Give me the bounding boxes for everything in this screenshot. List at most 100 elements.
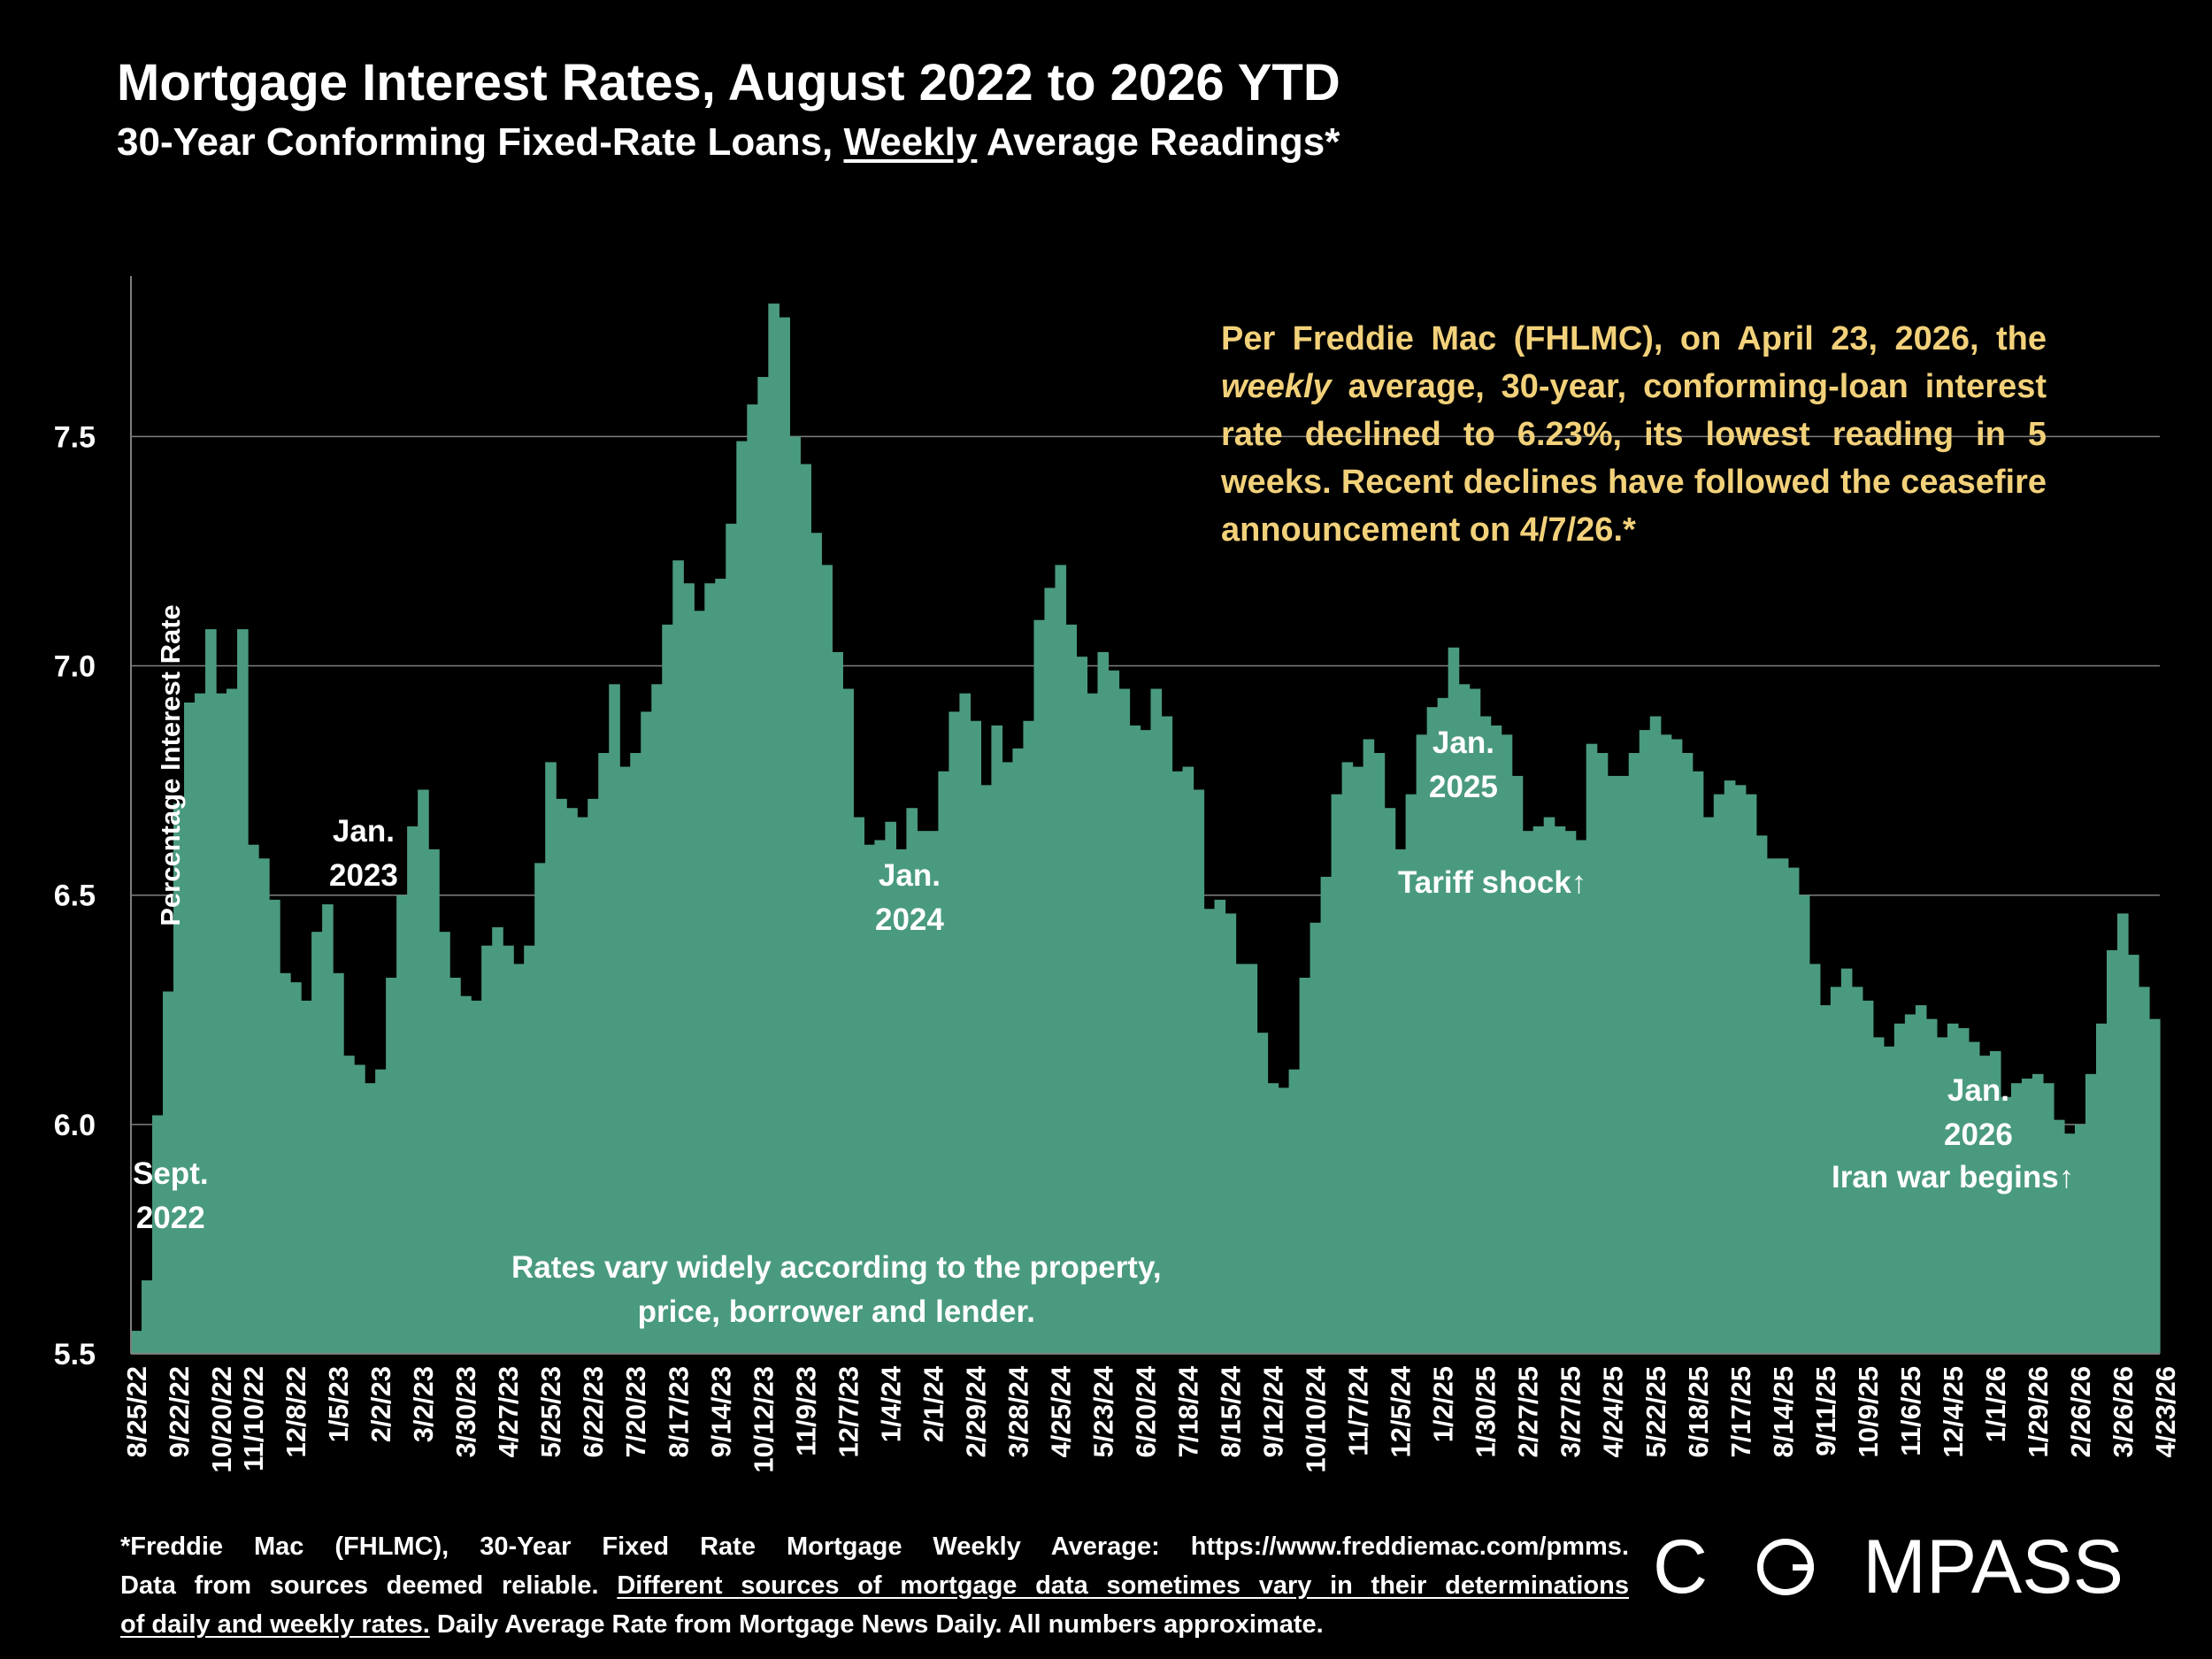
x-tick-label: 5/23/24 (1088, 1365, 1119, 1457)
weekly-rate-bar (1087, 693, 1099, 1354)
weekly-rate-bar (1989, 1050, 2001, 1354)
weekly-rate-bar (1522, 831, 1534, 1354)
x-tick-label: 8/17/23 (663, 1366, 694, 1457)
x-tick-label: 1/4/24 (875, 1365, 906, 1442)
weekly-rate-bar (1267, 1083, 1279, 1354)
weekly-rate-bar (1033, 619, 1046, 1354)
x-tick-label: 9/22/22 (164, 1366, 195, 1457)
weekly-rate-bar (810, 533, 822, 1354)
weekly-rate-bar (1044, 588, 1056, 1354)
weekly-rate-bar (407, 826, 419, 1354)
weekly-rate-bar (449, 978, 461, 1354)
footnote-line-2: Data from sources deemed reliable. Diffe… (120, 1571, 1629, 1600)
weekly-rate-bar (768, 303, 780, 1355)
x-tick-label: 10/12/23 (748, 1366, 779, 1473)
weekly-rate-bar (290, 982, 302, 1354)
weekly-rate-bar (2116, 913, 2129, 1354)
weekly-rate-bar (1458, 684, 1471, 1354)
annotation-rates-vary: Rates vary widely according to the prope… (511, 1250, 1162, 1329)
weekly-rate-bar (1862, 1000, 1874, 1354)
weekly-rate-bar (534, 863, 546, 1354)
weekly-rate-bar (577, 817, 588, 1354)
weekly-rate-bar (704, 583, 716, 1354)
weekly-rate-bar (280, 972, 291, 1354)
weekly-rate-bar (1798, 895, 1810, 1354)
weekly-rate-bar (1904, 1014, 1916, 1354)
weekly-rate-bar (726, 523, 737, 1354)
weekly-rate-bar (980, 785, 993, 1354)
x-tick-label: 12/5/24 (1386, 1365, 1417, 1457)
weekly-rate-bar (832, 652, 843, 1354)
weekly-rate-bar (492, 926, 503, 1354)
weekly-rate-bar (333, 972, 344, 1354)
weekly-rate-bar (195, 693, 206, 1354)
weekly-rate-bar (1214, 899, 1226, 1354)
weekly-rate-bar (662, 624, 673, 1354)
weekly-rate-bar (2010, 1083, 2023, 1354)
weekly-rate-bar (418, 789, 429, 1354)
weekly-rate-bar (2106, 949, 2118, 1354)
weekly-rate-bar (1320, 876, 1333, 1354)
weekly-rate-bar (1405, 794, 1417, 1354)
weekly-rate-bars (131, 303, 2161, 1355)
x-tick-label: 2/26/26 (2065, 1366, 2096, 1457)
weekly-rate-bar (1586, 743, 1598, 1354)
weekly-rate-bar (1755, 835, 1768, 1354)
weekly-rate-bar (970, 720, 982, 1354)
weekly-rate-bar (216, 693, 227, 1354)
x-tick-label: 9/11/25 (1810, 1366, 1841, 1456)
footnote-line-1: *Freddie Mac (FHLMC), 30-Year Fixed Rate… (120, 1532, 1629, 1561)
weekly-rate-bar (895, 849, 907, 1354)
x-tick-label: 3/28/24 (1002, 1365, 1033, 1457)
weekly-rate-bar (1076, 657, 1088, 1354)
weekly-rate-bar (1766, 858, 1778, 1354)
x-tick-label: 6/22/23 (578, 1366, 609, 1457)
weekly-rate-bar (1469, 688, 1481, 1354)
weekly-rate-bar (1002, 762, 1014, 1354)
weekly-rate-bar (1331, 794, 1343, 1354)
weekly-rate-bar (173, 803, 185, 1354)
weekly-rate-bar (1278, 1087, 1290, 1354)
weekly-rate-bar (545, 762, 557, 1354)
annotation-jan-2023: Jan. 2023 (329, 814, 398, 893)
weekly-rate-bar (1809, 964, 1821, 1354)
weekly-rate-bar (1777, 858, 1789, 1354)
x-tick-label: 3/30/23 (450, 1366, 481, 1457)
x-tick-label: 8/14/25 (1768, 1366, 1799, 1457)
weekly-rate-bar (1830, 987, 1842, 1354)
weekly-rate-bar (885, 821, 896, 1354)
weekly-rate-bar (152, 1115, 164, 1354)
x-tick-label: 4/27/23 (493, 1366, 524, 1457)
x-tick-label: 8/15/24 (1216, 1365, 1247, 1457)
weekly-rate-bar (842, 688, 854, 1354)
weekly-rate-bar (789, 436, 801, 1354)
annotation-jan-2026: Jan. 2026 (1944, 1073, 2013, 1152)
weekly-rate-bar (1851, 987, 1863, 1354)
weekly-rate-bar (1915, 1005, 1927, 1354)
weekly-rate-bar (2053, 1119, 2065, 1354)
weekly-rate-bar (1713, 794, 1725, 1354)
weekly-rate-bar (460, 995, 472, 1354)
weekly-rate-bar (619, 766, 631, 1354)
weekly-rate-bar (2074, 1124, 2086, 1354)
weekly-rate-bar (1108, 670, 1120, 1354)
weekly-rate-bar (1511, 775, 1524, 1354)
weekly-rate-bar (1437, 697, 1449, 1354)
weekly-rate-bar (672, 560, 684, 1354)
weekly-rate-bar (2000, 1096, 2012, 1354)
x-tick-label: 10/20/22 (206, 1366, 237, 1473)
weekly-rate-bar (1617, 775, 1630, 1354)
compass-logo: C MPASS (1653, 1524, 2124, 1609)
x-tick-label: 3/27/25 (1555, 1366, 1586, 1457)
weekly-rate-bar (757, 377, 769, 1354)
weekly-rate-bar (609, 684, 620, 1354)
weekly-rate-bar (1012, 748, 1025, 1354)
weekly-rate-bar (874, 840, 886, 1354)
weekly-rate-bar (1161, 716, 1173, 1354)
weekly-rate-bar (163, 991, 174, 1354)
weekly-rate-bar (1607, 775, 1619, 1354)
weekly-rate-bar (1129, 725, 1141, 1354)
weekly-rate-bar (1872, 1037, 1885, 1354)
x-tick-label: 11/6/25 (1895, 1366, 1926, 1456)
